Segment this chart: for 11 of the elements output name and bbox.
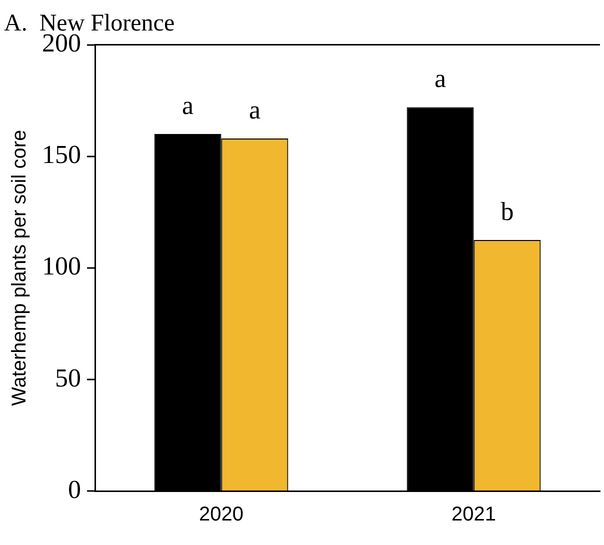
y-tick-label: 50 bbox=[55, 363, 81, 392]
y-axis-title: Waterhemp plants per soil core bbox=[8, 130, 31, 406]
data-label: a bbox=[434, 64, 447, 94]
data-label: b bbox=[500, 196, 514, 226]
y-tick-label: 100 bbox=[42, 252, 81, 281]
data-label: a bbox=[248, 95, 261, 124]
x-tick-label: 2021 bbox=[452, 504, 496, 526]
x-tick-label: 2020 bbox=[199, 504, 244, 526]
y-tick-label: 0 bbox=[68, 474, 81, 504]
y-tick-label: 150 bbox=[42, 140, 81, 170]
data-label: a bbox=[182, 90, 194, 120]
